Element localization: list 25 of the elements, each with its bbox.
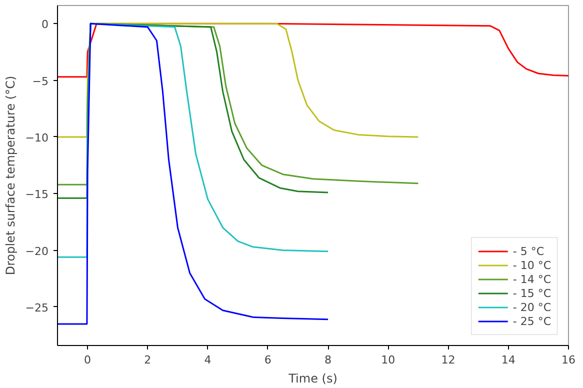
- x-tick-label: 4: [204, 354, 212, 366]
- y-tick-label: 0: [42, 18, 48, 32]
- x-tick-label: 16: [562, 354, 576, 366]
- legend-label: - 14 °C: [512, 272, 551, 286]
- x-tick-label: 0: [84, 354, 92, 366]
- x-tick-label: 14: [501, 354, 516, 366]
- y-tick-label: −15: [25, 188, 49, 202]
- legend-label: - 10 °C: [512, 258, 551, 272]
- y-tick-label: −10: [25, 131, 49, 144]
- line-series: [58, 22, 329, 325]
- legend-label: - 25 °C: [512, 314, 551, 328]
- legend-label: - 5 °C: [512, 244, 544, 258]
- x-axis-title: Time (s): [288, 372, 338, 386]
- x-tick-label: 10: [381, 354, 396, 366]
- x-tick-label: 6: [264, 354, 272, 366]
- y-tick-label: −5: [32, 74, 49, 88]
- legend-label: - 15 °C: [512, 286, 551, 300]
- x-tick-label: 8: [324, 354, 332, 366]
- x-tick-label: 12: [441, 354, 456, 366]
- legend-label: - 20 °C: [512, 300, 551, 314]
- y-tick-label: −25: [25, 301, 49, 314]
- x-tick-label: 2: [144, 354, 152, 366]
- line-series: [58, 22, 419, 138]
- y-axis-title: Droplet surface temperature (°C): [3, 76, 18, 276]
- y-tick-label: −20: [25, 244, 49, 258]
